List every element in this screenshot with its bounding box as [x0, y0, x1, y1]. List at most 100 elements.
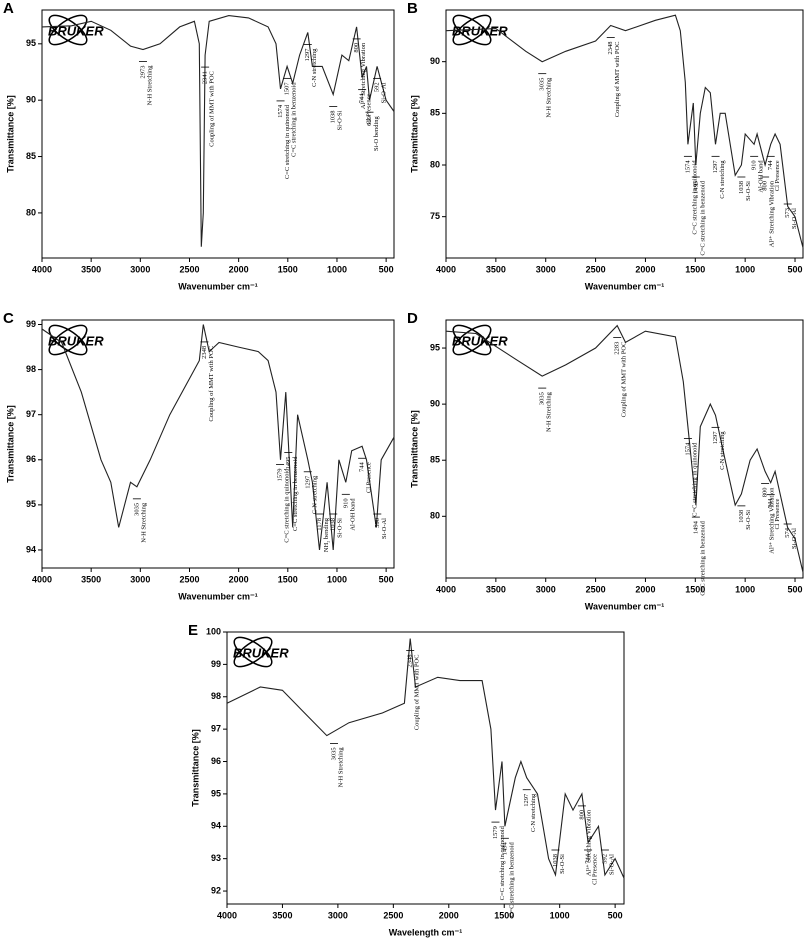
logo: BRUKER [48, 14, 104, 46]
annotation-number: 744 [767, 160, 774, 171]
annotation-text: C=C stretching in quinonoid [499, 825, 506, 900]
panel-letter: A [3, 0, 14, 17]
plot-frame [41, 9, 395, 259]
spectrum-line [226, 638, 625, 879]
annotation-number: 1494 [501, 842, 508, 856]
y-tick-label: 95 [430, 342, 440, 352]
annotation-text: Si-O-Al [381, 518, 388, 539]
annotation-number: 1574 [684, 442, 691, 456]
x-tick-label: 3000 [536, 584, 556, 594]
x-tick-label: 2500 [179, 574, 199, 584]
annotation-number: 1574 [277, 104, 284, 118]
annotation-number: 1495 [692, 181, 699, 194]
annotation-number: 1038 [738, 510, 745, 523]
x-tick-label: 2500 [179, 264, 199, 274]
x-tick-label: 1500 [494, 910, 514, 920]
annotation-number: 1297 [304, 48, 311, 62]
y-tick-label: 93 [211, 853, 221, 863]
annotation-number: 1297 [712, 431, 719, 445]
x-tick-label: 4000 [436, 264, 456, 274]
x-tick-label: 3000 [130, 264, 150, 274]
logo-ring [48, 14, 88, 46]
x-axis-label: Wavenumber cm⁻¹ [585, 601, 664, 611]
annotation-text: Coupling of MMT with POC [614, 42, 621, 118]
y-tick-label: 95 [211, 788, 221, 798]
annotation-number: 1495 [285, 456, 292, 469]
annotation-number: 3035 [330, 747, 337, 760]
annotation-number: 3035 [539, 78, 546, 91]
panel-letter: D [407, 310, 418, 327]
y-tick-label: 97 [26, 409, 36, 419]
annotation-number: 1038 [330, 111, 337, 124]
logo-ring [233, 636, 273, 668]
y-tick-label: 97 [211, 724, 221, 734]
annotation-number: 592 [374, 82, 381, 92]
x-tick-label: 3000 [130, 574, 150, 584]
x-tick-label: 3500 [272, 910, 292, 920]
annotation-number: 2283 [614, 342, 621, 355]
x-tick-label: 500 [379, 264, 394, 274]
annotation-text: C=C stretching in benzenoid [699, 180, 706, 255]
annotation-number: 1579 [492, 826, 499, 839]
annotation-number: 1038 [738, 181, 745, 194]
x-tick-label: 3500 [486, 264, 506, 274]
x-tick-label: 1000 [550, 910, 570, 920]
x-tick-label: 1500 [685, 584, 705, 594]
annotation-text: Si-O-Al [608, 854, 615, 875]
annotation-number: 590 [374, 518, 381, 528]
plot-frame [445, 9, 804, 259]
annotation-text: Al³⁺ Stretching Vibration [585, 809, 592, 876]
annotation-number: 3035 [539, 392, 546, 405]
spectrum-line [445, 324, 804, 573]
y-tick-label: 92 [211, 885, 221, 895]
x-tick-label: 1500 [278, 264, 298, 274]
annotation-text: Si-O-Si [745, 510, 752, 530]
x-tick-label: 3500 [486, 584, 506, 594]
x-tick-label: 3500 [81, 574, 101, 584]
logo: BRUKER [233, 636, 289, 668]
x-tick-label: 500 [379, 574, 394, 584]
annotation-number: 1297 [304, 475, 311, 489]
x-tick-label: 1500 [685, 264, 705, 274]
annotation-number: 910 [342, 498, 349, 508]
annotation-number: 800 [762, 487, 769, 497]
annotation-number: 669 [366, 116, 373, 126]
annotation-number: 744 [585, 853, 592, 864]
annotation-number: 744 [767, 498, 774, 509]
y-tick-label: 98 [26, 364, 36, 374]
annotation-number: 1038 [552, 854, 559, 867]
x-tick-label: 2000 [635, 264, 655, 274]
annotation-text: C-N stretching [719, 160, 726, 199]
logo-ring [452, 14, 492, 46]
y-tick-label: 90 [430, 56, 440, 66]
annotation-text: N-H Stretching [337, 747, 344, 788]
annotation-text: C=C stretching in quinonoid [284, 468, 291, 543]
y-tick-label: 85 [26, 151, 36, 161]
annotation-number: 2348 [407, 654, 414, 667]
x-tick-label: 500 [788, 264, 803, 274]
x-tick-label: 2000 [229, 574, 249, 584]
annotation-text: C-N stretching [311, 475, 318, 514]
y-tick-label: 94 [211, 821, 221, 831]
annotation-number: 592 [601, 854, 608, 864]
annotation-number: 1574 [684, 160, 691, 174]
annotation-text: N-H Stretching [140, 502, 147, 543]
y-tick-label: 96 [211, 756, 221, 766]
y-tick-label: 80 [26, 207, 36, 217]
x-tick-label: 2500 [586, 264, 606, 274]
annotation-text: Al-OH band [758, 160, 765, 193]
annotation-text: N-H Stretching [546, 391, 553, 432]
annotation-number: 744 [359, 462, 366, 473]
x-tick-label: 3500 [81, 264, 101, 274]
spectrum-line [41, 324, 395, 551]
panel-letter: E [188, 622, 198, 639]
annotation-text: Si-O-Si [745, 181, 752, 201]
logo-ring [48, 324, 88, 356]
annotation-number: 1579 [277, 468, 284, 481]
plot-frame [41, 319, 395, 569]
logo-text: BRUKER [48, 333, 104, 348]
y-tick-label: 80 [430, 159, 440, 169]
annotation-number: 2348 [607, 42, 614, 55]
x-tick-label: 1000 [327, 264, 347, 274]
